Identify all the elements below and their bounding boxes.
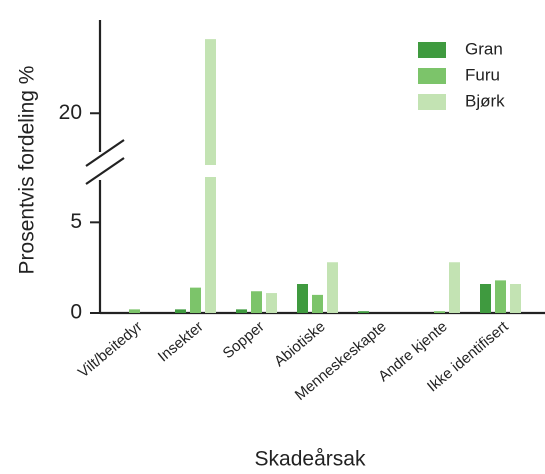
legend-label: Furu [465,65,500,84]
bar [190,287,201,313]
legend-label: Bjørk [465,91,505,110]
x-tick-label: Abiotiske [271,318,329,370]
y-tick-label: 20 [59,101,82,124]
y-axis-label: Prosentvis fordeling % [16,66,39,275]
bar [251,291,262,313]
axis-break [85,157,125,185]
bar [510,283,521,313]
x-tick-label: Vilt/beitedyr [75,318,146,381]
axis-break [85,139,125,167]
bar [312,294,323,313]
legend-swatch [418,94,446,110]
legend-label: Gran [465,39,503,58]
bar [480,283,491,313]
bar [236,309,247,313]
bar [434,311,445,313]
legend-swatch [418,42,446,58]
x-tick-label: Insekter [155,318,207,365]
y-tick-label: 5 [70,210,82,233]
bar [266,293,277,313]
bar [175,309,186,313]
bar [449,262,460,313]
x-axis-label: Skadeårsak [255,448,366,471]
bar [129,309,140,313]
y-tick-label: 0 [70,301,82,324]
bar [205,39,216,313]
bar [358,311,369,313]
bar [495,280,506,313]
bar [327,262,338,313]
x-tick-label: Sopper [220,318,268,362]
legend-swatch [418,68,446,84]
bar [297,283,308,313]
